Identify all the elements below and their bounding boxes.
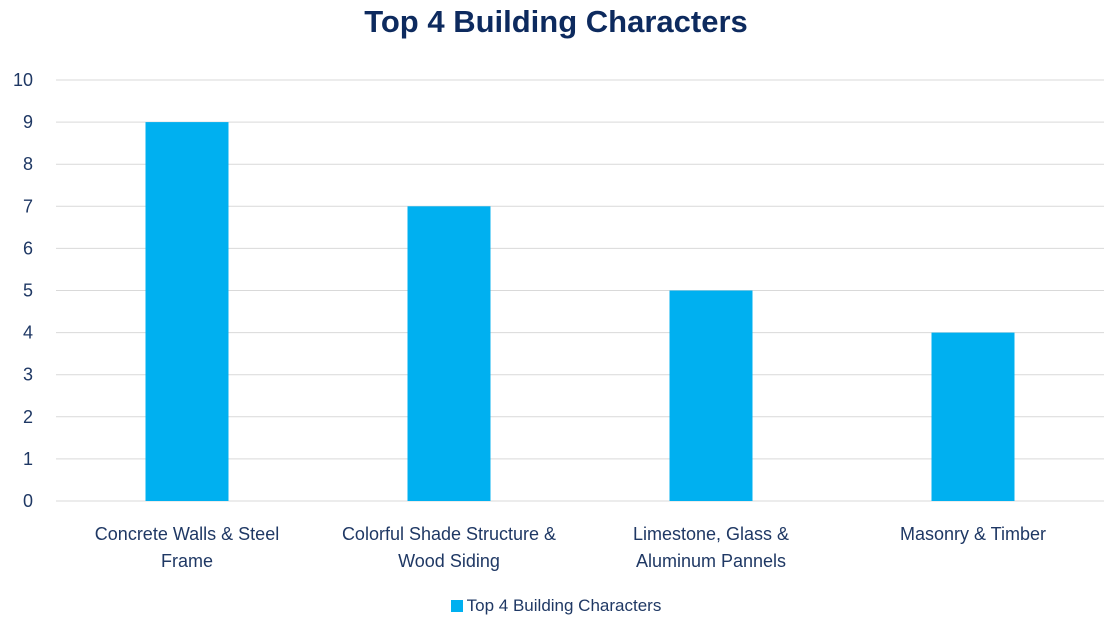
y-tick-label: 9 [23,112,33,132]
x-axis-categories: Concrete Walls & Steel Frame Colorful Shad… [95,524,1046,571]
y-tick-label: 3 [23,365,33,385]
legend-label: Top 4 Building Characters [466,596,662,615]
x-category-label: Colorful Shade Structure & [342,524,556,544]
bars [145,122,1015,502]
gridlines [56,79,1104,502]
x-category-label: Wood Siding [398,551,500,571]
x-category-label: Concrete Walls & Steel [95,524,279,544]
y-tick-label: 5 [23,281,33,301]
y-tick-label: 4 [23,323,33,343]
y-tick-label: 10 [13,70,33,90]
x-category-label: Aluminum Pannels [636,551,786,571]
x-category-label: Limestone, Glass & [633,524,789,544]
chart-title: Top 4 Building Characters [364,4,748,39]
x-category-label: Masonry & Timber [900,524,1046,544]
legend-swatch [450,600,463,612]
y-tick-label: 2 [23,407,33,427]
bar [669,290,753,501]
x-category-label: Frame [161,551,213,571]
y-tick-label: 1 [23,449,33,469]
bar [931,332,1015,501]
y-tick-label: 7 [23,196,33,216]
y-tick-label: 0 [23,491,33,511]
y-axis-ticks: 0 1 2 3 4 5 6 7 8 9 10 [13,70,33,511]
y-tick-label: 8 [23,154,33,174]
bar [145,122,229,501]
y-tick-label: 6 [23,238,33,258]
bar [407,206,491,502]
legend: Top 4 Building Characters [0,596,1112,616]
